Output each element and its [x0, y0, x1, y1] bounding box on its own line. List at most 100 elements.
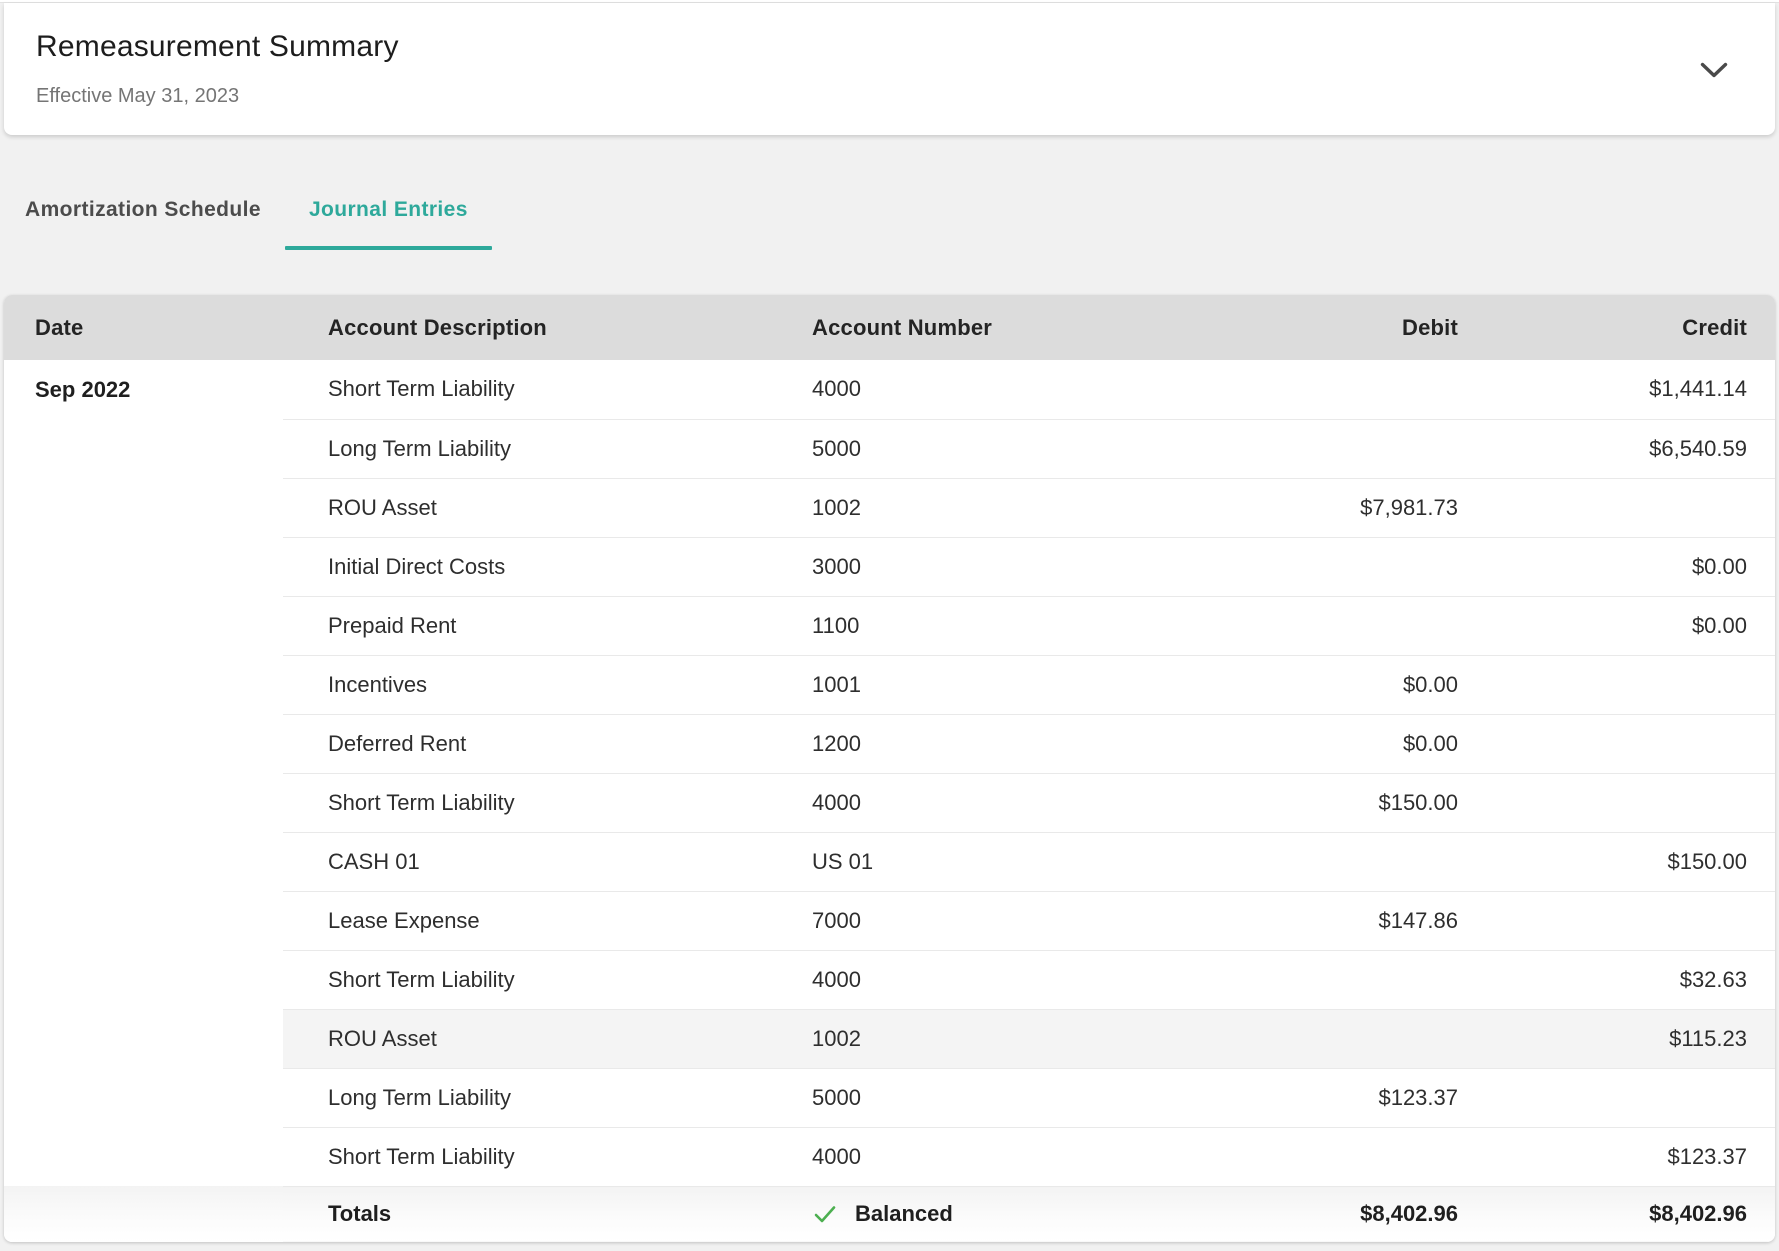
tab-journal-entries[interactable]: Journal Entries	[284, 169, 492, 250]
table-row[interactable]: Short Term Liability 4000 $150.00	[4, 773, 1775, 833]
cell-account-number: 1002	[783, 1009, 1008, 1069]
column-header-account-number: Account Number	[812, 314, 993, 340]
cell-account-description: Long Term Liability	[283, 1068, 783, 1128]
table-row[interactable]: ROU Asset 1002 $7,981.73	[4, 478, 1775, 538]
journal-entries-table: Date Account Description Account Number …	[4, 295, 1775, 1242]
totals-row: Totals Balanced $8,402.96 $8,402.96	[4, 1186, 1775, 1242]
table-row[interactable]: ROU Asset 1002 $115.23	[4, 1009, 1775, 1069]
page-title: Remeasurement Summary	[36, 30, 399, 63]
cell-credit	[1462, 655, 1775, 715]
cell-account-number: 4000	[783, 1127, 1008, 1187]
cell-debit: $0.00	[1008, 655, 1462, 715]
remeasurement-summary-panel[interactable]: Remeasurement Summary Effective May 31, …	[4, 3, 1775, 135]
cell-account-description: Short Term Liability	[283, 360, 783, 420]
cell-account-number: 4000	[783, 773, 1008, 833]
cell-account-number: 1200	[783, 714, 1008, 774]
cell-account-number: US 01	[783, 832, 1008, 892]
cell-account-number: 1001	[783, 655, 1008, 715]
cell-account-number: 1002	[783, 478, 1008, 538]
tab-indicator	[284, 246, 492, 250]
cell-debit	[1008, 1009, 1462, 1069]
cell-account-description: ROU Asset	[283, 1009, 783, 1069]
cell-account-number: 3000	[783, 537, 1008, 597]
cell-credit: $1,441.14	[1462, 360, 1775, 420]
cell-debit	[1008, 419, 1462, 479]
cell-credit: $0.00	[1462, 596, 1775, 656]
table-row[interactable]: Prepaid Rent 1100 $0.00	[4, 596, 1775, 656]
cell-debit	[1008, 1127, 1462, 1187]
cell-account-description: Short Term Liability	[283, 950, 783, 1010]
tab-indicator	[1, 246, 285, 250]
table-row[interactable]: Sep 2022 Short Term Liability 4000 $1,441.1…	[4, 360, 1775, 420]
cell-account-description: Incentives	[283, 655, 783, 715]
cell-debit: $123.37	[1008, 1068, 1462, 1128]
cell-debit	[1008, 537, 1462, 597]
table-header-row: Date Account Description Account Number …	[4, 295, 1775, 360]
totals-label: Totals	[283, 1186, 783, 1242]
cell-debit: $7,981.73	[1008, 478, 1462, 538]
cell-account-description: Short Term Liability	[283, 1127, 783, 1187]
cell-account-number: 4000	[783, 950, 1008, 1010]
tab-bar: Amortization Schedule Journal Entries	[1, 169, 1779, 250]
totals-date-spacer	[4, 1186, 283, 1242]
cell-account-number: 4000	[783, 360, 1008, 420]
cell-account-description: Lease Expense	[283, 891, 783, 951]
cell-account-number: 7000	[783, 891, 1008, 951]
cell-account-description: ROU Asset	[283, 478, 783, 538]
totals-balanced-cell: Balanced	[783, 1186, 1008, 1242]
cell-debit: $0.00	[1008, 714, 1462, 774]
table-row[interactable]: CASH 01 US 01 $150.00	[4, 832, 1775, 892]
cell-account-description: Prepaid Rent	[283, 596, 783, 656]
cell-account-description: Initial Direct Costs	[283, 537, 783, 597]
column-header-account-description: Account Description	[328, 314, 547, 340]
column-header-debit: Debit	[1402, 314, 1458, 340]
tab-label: Amortization Schedule	[25, 197, 261, 221]
totals-credit: $8,402.96	[1462, 1186, 1775, 1242]
table-row[interactable]: Short Term Liability 4000 $32.63	[4, 950, 1775, 1010]
cell-credit	[1462, 714, 1775, 774]
table-row[interactable]: Long Term Liability 5000 $6,540.59	[4, 419, 1775, 479]
table-row[interactable]: Long Term Liability 5000 $123.37	[4, 1068, 1775, 1128]
cell-debit: $150.00	[1008, 773, 1462, 833]
check-icon	[814, 1206, 836, 1223]
cell-credit	[1462, 478, 1775, 538]
chevron-down-icon[interactable]	[1699, 61, 1729, 81]
cell-credit: $123.37	[1462, 1127, 1775, 1187]
cell-account-description: Long Term Liability	[283, 419, 783, 479]
cell-credit	[1462, 773, 1775, 833]
cell-debit: $147.86	[1008, 891, 1462, 951]
cell-debit	[1008, 950, 1462, 1010]
table-row[interactable]: Short Term Liability 4000 $123.37	[4, 1127, 1775, 1187]
table-row[interactable]: Deferred Rent 1200 $0.00	[4, 714, 1775, 774]
cell-credit: $0.00	[1462, 537, 1775, 597]
journal-entries-table-card: Date Account Description Account Number …	[4, 295, 1775, 1242]
cell-credit	[1462, 891, 1775, 951]
cell-account-description: Deferred Rent	[283, 714, 783, 774]
date-group-cell: Sep 2022	[35, 377, 131, 402]
table-row[interactable]: Lease Expense 7000 $147.86	[4, 891, 1775, 951]
tab-amortization-schedule[interactable]: Amortization Schedule	[1, 169, 285, 250]
cell-debit	[1008, 832, 1462, 892]
cell-account-description: CASH 01	[283, 832, 783, 892]
cell-account-number: 1100	[783, 596, 1008, 656]
column-header-date: Date	[35, 314, 84, 340]
tab-label: Journal Entries	[308, 197, 468, 221]
column-header-credit: Credit	[1682, 314, 1747, 340]
cell-credit: $6,540.59	[1462, 419, 1775, 479]
cell-credit: $115.23	[1462, 1009, 1775, 1069]
cell-debit	[1008, 596, 1462, 656]
balanced-status: Balanced	[812, 1201, 1008, 1227]
table-row[interactable]: Incentives 1001 $0.00	[4, 655, 1775, 715]
cell-credit: $150.00	[1462, 832, 1775, 892]
table-row[interactable]: Initial Direct Costs 3000 $0.00	[4, 537, 1775, 597]
cell-account-number: 5000	[783, 419, 1008, 479]
totals-debit: $8,402.96	[1008, 1186, 1462, 1242]
cell-credit: $32.63	[1462, 950, 1775, 1010]
cell-account-number: 5000	[783, 1068, 1008, 1128]
effective-date-label: Effective May 31, 2023	[36, 85, 240, 107]
top-divider	[0, 0, 1779, 3]
cell-account-description: Short Term Liability	[283, 773, 783, 833]
cell-credit	[1462, 1068, 1775, 1128]
balanced-label: Balanced	[855, 1201, 953, 1227]
cell-debit	[1008, 360, 1462, 420]
